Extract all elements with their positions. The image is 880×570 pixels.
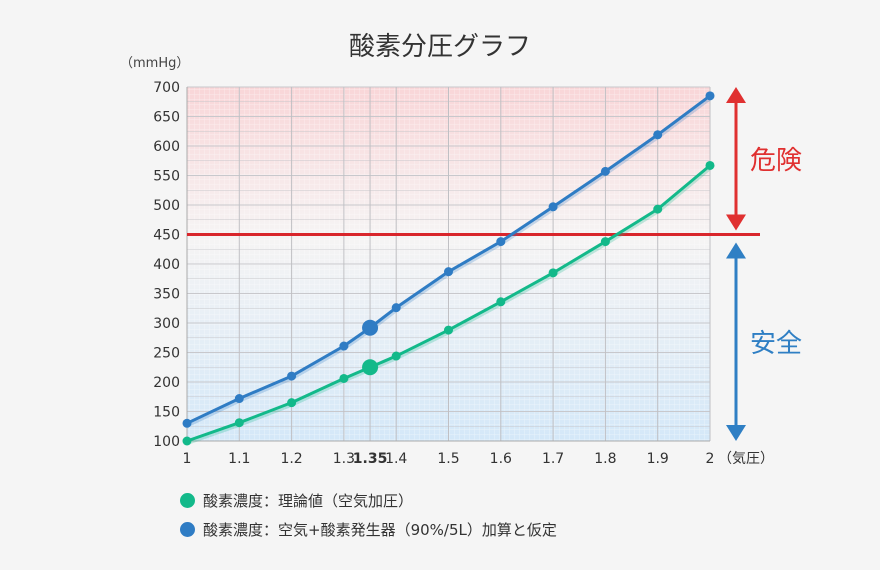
data-point (234, 418, 244, 428)
data-point (548, 268, 558, 278)
x-tick-label: 1.4 (385, 451, 407, 467)
data-point (600, 166, 610, 176)
x-axis-unit: （気圧） (718, 451, 774, 467)
legend-item-theoretical: 酸素濃度：理論値（空気加圧） (180, 490, 413, 511)
y-tick-label: 550 (153, 169, 180, 185)
zone-arrow-head-down (726, 425, 746, 441)
zone-label: 安全 (750, 329, 802, 359)
legend-label: 酸素濃度：空気+酸素発生器（90%/5L）加算と仮定 (203, 521, 557, 539)
data-point (362, 359, 379, 376)
x-tick-label: 1.35 (353, 451, 388, 467)
x-tick-label: 1.8 (594, 451, 616, 467)
y-axis-unit: （mmHg） (120, 56, 190, 71)
data-point (339, 373, 349, 383)
y-tick-label: 250 (153, 346, 180, 362)
series-line (186, 164, 711, 443)
series-line (186, 94, 711, 425)
series-shadow (187, 166, 713, 445)
y-tick-label: 300 (153, 316, 180, 332)
x-tick-label: 1.5 (437, 451, 459, 467)
x-tick-label: 1.9 (647, 451, 669, 467)
data-point (496, 237, 506, 247)
data-point (444, 267, 453, 277)
data-point (391, 351, 401, 361)
series-shadow (187, 96, 713, 427)
data-point (653, 204, 663, 214)
x-tick-label: 1 (183, 451, 192, 467)
data-point (496, 297, 506, 307)
y-tick-label: 600 (153, 139, 180, 155)
data-point (653, 130, 663, 140)
y-tick-label: 200 (153, 375, 180, 391)
zone-arrow-head-up (726, 242, 746, 259)
x-tick-label: 2 (706, 451, 715, 467)
y-tick-label: 150 (153, 405, 180, 421)
data-point (182, 436, 192, 446)
data-point (391, 303, 401, 313)
x-tick-label: 1.6 (490, 451, 512, 467)
x-tick-label: 1.7 (542, 451, 564, 467)
data-point (362, 319, 379, 336)
data-point (548, 202, 558, 212)
data-point (287, 398, 297, 408)
data-point (705, 160, 715, 170)
y-tick-label: 350 (153, 287, 180, 303)
data-point (339, 341, 349, 351)
legend-dot-green (180, 493, 195, 508)
data-point (182, 418, 192, 428)
data-point (444, 325, 453, 335)
x-tick-label: 1.3 (333, 451, 355, 467)
zone-arrow-head-up (726, 87, 746, 103)
legend-dot-blue (180, 522, 195, 537)
zone-label: 危険 (750, 146, 802, 176)
x-tick-label: 1.1 (228, 451, 250, 467)
y-tick-label: 450 (153, 228, 180, 244)
legend-item-with-generator: 酸素濃度：空気+酸素発生器（90%/5L）加算と仮定 (180, 519, 557, 540)
y-tick-label: 700 (153, 80, 180, 96)
y-tick-label: 650 (153, 110, 180, 126)
data-point (287, 371, 297, 381)
data-point (705, 91, 715, 101)
legend-label: 酸素濃度：理論値（空気加圧） (203, 492, 414, 510)
data-point (234, 394, 244, 404)
y-tick-label: 100 (153, 434, 180, 450)
chart-title: 酸素分圧グラフ (348, 32, 531, 62)
zone-arrow-head-down (726, 214, 746, 231)
x-tick-label: 1.2 (280, 451, 302, 467)
y-tick-label: 500 (153, 198, 180, 214)
data-point (600, 237, 610, 247)
y-tick-label: 400 (153, 257, 180, 273)
